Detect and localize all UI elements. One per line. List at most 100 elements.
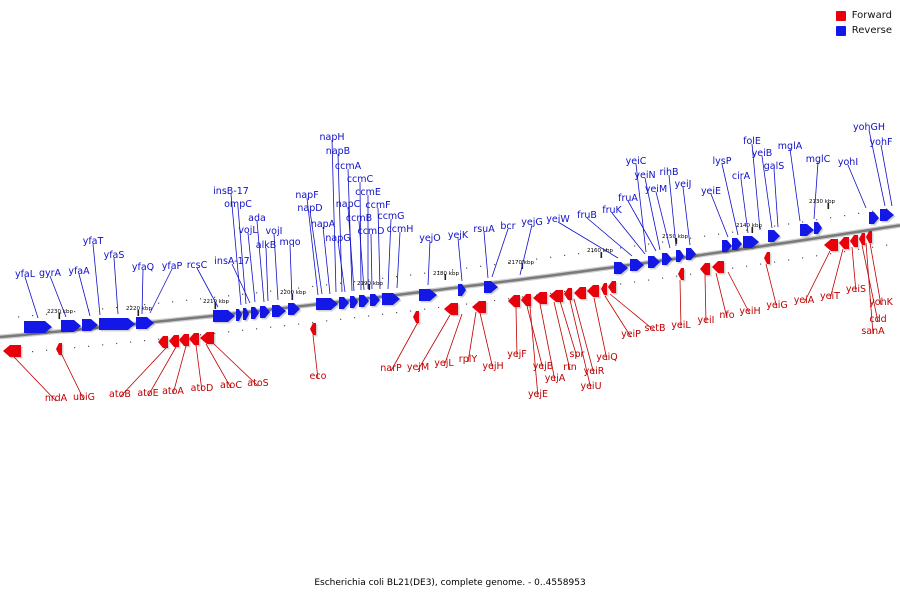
reverse-gene-label-leader: [627, 200, 657, 252]
scale-dot: [634, 281, 636, 283]
scale-dot: [284, 325, 286, 327]
forward-gene-arrow: [444, 303, 458, 315]
reverse-gene-label-leader: [682, 186, 691, 246]
scale-dot: [340, 318, 342, 320]
scale-dot: [158, 302, 160, 304]
scale-dot: [32, 351, 34, 353]
forward-gene-label-leader: [61, 354, 85, 401]
reverse-gene-label: napA: [311, 219, 336, 230]
forward-gene-arrow: [310, 323, 316, 335]
reverse-gene-label-leader: [644, 177, 661, 251]
scale-dot: [158, 338, 160, 340]
forward-gene-label-leader: [526, 305, 544, 370]
scale-dot: [130, 341, 132, 343]
forward-gene-arrow: [601, 283, 607, 295]
reverse-gene-label-leader: [370, 233, 373, 290]
scale-dot: [242, 293, 244, 295]
gene-layer: [3, 209, 896, 359]
reverse-gene-label-leader: [337, 153, 343, 293]
reverse-gene-label: yfaT: [83, 236, 104, 247]
forward-gene-label: yejA: [545, 373, 566, 384]
forward-gene-label: setB: [644, 323, 665, 334]
scale-label: 2230 kbp: [47, 309, 73, 315]
forward-gene-label: yeiI: [698, 315, 715, 326]
scale-dot: [662, 277, 664, 279]
scale-label: 2180 kbp: [433, 271, 459, 277]
reverse-gene-label-leader: [358, 220, 365, 291]
forward-gene-label: ubiG: [73, 392, 95, 403]
forward-gene-label: yeiR: [584, 366, 605, 377]
forward-gene-arrow: [521, 294, 531, 306]
reverse-gene-label-leader: [557, 221, 619, 259]
reverse-gene-label-leader: [247, 232, 256, 303]
scale-tick: [368, 284, 371, 290]
forward-gene-label: yeiU: [580, 381, 601, 392]
forward-gene-arrow: [700, 263, 710, 275]
reverse-gene-label: yohF: [870, 137, 893, 148]
scale-dot: [634, 245, 636, 247]
reverse-gene-label: ccmA: [335, 161, 362, 172]
reverse-gene-label: ccmD: [357, 226, 384, 237]
reverse-gene-label-leader: [256, 220, 265, 303]
reverse-gene-label: ccmB: [346, 213, 372, 224]
scale-dot: [746, 229, 748, 231]
reverse-gene-label-leader: [586, 217, 633, 257]
forward-gene-label-leader: [417, 314, 451, 371]
reverse-gene-label: rcsC: [187, 260, 208, 271]
scale-dot: [550, 292, 552, 294]
reverse-gene-label: yfaA: [68, 266, 90, 277]
forward-gene-label: yeiH: [739, 306, 760, 317]
reverse-gene-arrow: [82, 319, 98, 331]
reverse-gene-label-leader: [309, 210, 323, 295]
scale-dot: [410, 310, 412, 312]
forward-gene-arrow: [508, 295, 520, 307]
reverse-gene-label: yfaS: [104, 250, 125, 261]
forward-gene-label: yeiA: [794, 295, 815, 306]
forward-gene-arrow: [3, 345, 21, 357]
reverse-gene-label-leader: [751, 143, 761, 231]
reverse-gene-label: fruA: [618, 193, 638, 204]
scale-dot: [60, 312, 62, 314]
scale-dot: [410, 274, 412, 276]
reverse-gene-label-leader: [721, 163, 739, 236]
reverse-gene-label: galS: [764, 161, 785, 172]
scale-dot: [256, 328, 258, 330]
forward-gene-arrow: [678, 268, 684, 280]
scale-dot: [480, 265, 482, 267]
scale-label: 2190 kbp: [357, 281, 383, 287]
reverse-gene-label: napB: [326, 146, 350, 157]
scale-dot: [606, 249, 608, 251]
scale-dot: [368, 315, 370, 317]
forward-gene-label: yejL: [434, 358, 454, 369]
scale-label: 2140 kbp: [736, 223, 762, 229]
reverse-gene-label: cirA: [732, 171, 751, 182]
forward-gene-arrow: [587, 285, 599, 297]
reverse-gene-label: yeiM: [645, 184, 667, 195]
scale-dot: [508, 262, 510, 264]
scale-dot: [662, 241, 664, 243]
forward-gene-arrow: [179, 334, 189, 346]
reverse-gene-label: folE: [743, 136, 761, 147]
reverse-gene-label: yfaQ: [132, 262, 154, 273]
reverse-gene-label-leader: [761, 155, 773, 229]
reverse-gene-arrow: [350, 296, 358, 308]
forward-gene-label-leader: [851, 246, 857, 293]
reverse-gene-label: fruB: [577, 210, 597, 221]
forward-gene-label-leader: [727, 271, 751, 315]
scale-dot: [214, 332, 216, 334]
scale-dot: [326, 320, 328, 322]
reverse-gene-label-leader: [868, 129, 886, 207]
reverse-gene-label-leader: [237, 206, 247, 305]
forward-gene-arrow: [839, 237, 849, 249]
forward-gene-label-leader: [553, 301, 571, 371]
forward-gene-label-leader: [861, 244, 879, 323]
forward-gene-arrow: [712, 261, 724, 273]
forward-gene-arrow: [764, 252, 770, 264]
reverse-gene-label: yohGH: [853, 122, 885, 133]
scale-dot: [382, 313, 384, 315]
forward-gene-label-leader: [679, 279, 682, 329]
scale-dot: [816, 255, 818, 257]
reverse-gene-label: fruK: [602, 205, 622, 216]
scale-dot: [424, 272, 426, 274]
reverse-gene-arrow: [768, 230, 780, 242]
